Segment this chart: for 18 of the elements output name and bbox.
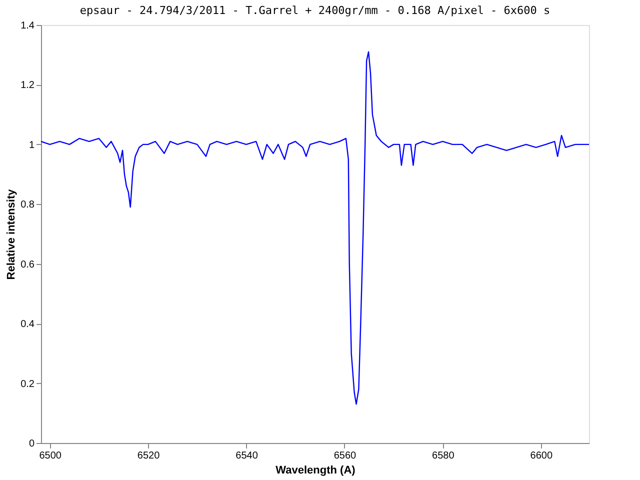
y-axis-title: Relative intensity xyxy=(6,188,18,280)
x-tick-label: 6560 xyxy=(334,450,357,462)
chart-title: epsaur - 24.794/3/2011 - T.Garrel + 2400gr/mm - 0.168 A/pixel - 6x600 s xyxy=(80,4,550,17)
y-tick-label: 1 xyxy=(28,140,35,151)
x-tick-label: 6520 xyxy=(137,450,160,462)
x-tick-label: 6540 xyxy=(236,450,258,462)
x-tick-label: 6500 xyxy=(39,450,62,462)
y-tick-label: 1.4 xyxy=(20,20,35,32)
y-tick-label: 0 xyxy=(28,438,35,450)
y-tick-label: 1.2 xyxy=(20,80,35,92)
y-tick-label: 0.4 xyxy=(20,319,35,330)
x-tick-label: 6580 xyxy=(432,450,455,462)
x-tick-label: 6600 xyxy=(530,450,553,462)
y-tick-label: 0.6 xyxy=(20,259,35,270)
y-tick-label: 0.8 xyxy=(20,200,35,211)
x-axis-title: Wavelength (A) xyxy=(276,464,356,476)
y-tick-label: 0.2 xyxy=(20,378,35,390)
line-series xyxy=(40,51,590,405)
